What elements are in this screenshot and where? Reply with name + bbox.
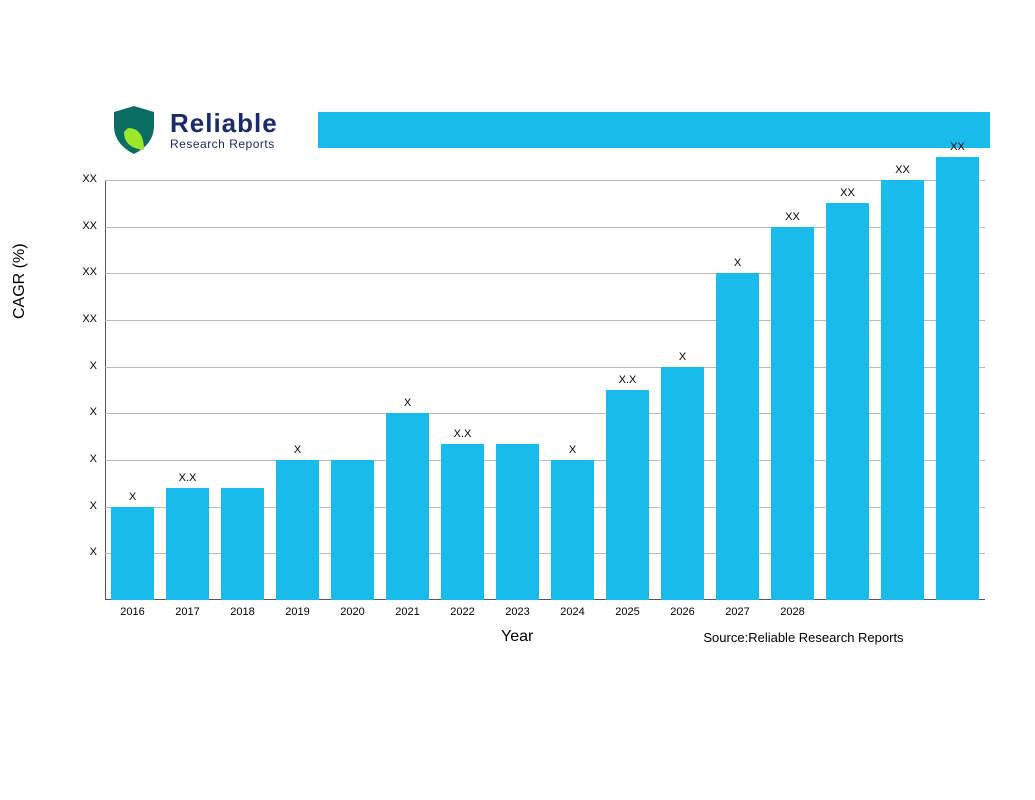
x-tick-label: 2018 bbox=[213, 606, 272, 618]
brand-main: Reliable bbox=[170, 110, 278, 136]
y-tick-label: X bbox=[0, 500, 97, 512]
bar bbox=[166, 488, 209, 600]
x-tick-label: 2028 bbox=[763, 606, 822, 618]
bar-value-label: XX bbox=[881, 164, 924, 176]
y-tick-label: X bbox=[0, 406, 97, 418]
brand-logo: Reliable Research Reports bbox=[110, 104, 278, 156]
bar bbox=[221, 488, 264, 600]
bar-value-label: X bbox=[111, 491, 154, 503]
y-axis-line bbox=[105, 180, 106, 600]
y-tick-label: XX bbox=[0, 220, 97, 232]
chart-plot-area: XXXXXXXXXXXXXXX.XXXX.XXX.XXXXXXXXXXX2016… bbox=[105, 180, 985, 600]
bar bbox=[881, 180, 924, 600]
bar-value-label: X bbox=[276, 444, 319, 456]
bar-value-label: X bbox=[551, 444, 594, 456]
y-tick-label: X bbox=[0, 360, 97, 372]
x-tick-label: 2020 bbox=[323, 606, 382, 618]
bar bbox=[936, 157, 979, 600]
bar bbox=[771, 227, 814, 600]
gridline bbox=[105, 180, 985, 181]
x-tick-label: 2023 bbox=[488, 606, 547, 618]
bar-value-label: X bbox=[661, 351, 704, 363]
x-tick-label: 2017 bbox=[158, 606, 217, 618]
source-label: Source: bbox=[703, 630, 748, 645]
bar bbox=[111, 507, 154, 600]
bar-value-label: XX bbox=[936, 141, 979, 153]
bar bbox=[276, 460, 319, 600]
y-tick-label: X bbox=[0, 453, 97, 465]
x-tick-label: 2016 bbox=[103, 606, 162, 618]
bar-value-label: XX bbox=[826, 187, 869, 199]
brand-sub: Research Reports bbox=[170, 138, 278, 150]
bar bbox=[661, 367, 704, 600]
source-value: Reliable Research Reports bbox=[748, 630, 903, 645]
bar-value-label: X.X bbox=[606, 374, 649, 386]
x-tick-label: 2027 bbox=[708, 606, 767, 618]
bar bbox=[386, 413, 429, 600]
x-tick-label: 2022 bbox=[433, 606, 492, 618]
x-axis-label: Year bbox=[501, 628, 533, 646]
shield-icon bbox=[110, 104, 162, 156]
bar bbox=[551, 460, 594, 600]
y-axis-label: CAGR (%) bbox=[11, 243, 29, 319]
bar bbox=[496, 444, 539, 600]
x-tick-label: 2025 bbox=[598, 606, 657, 618]
y-tick-label: X bbox=[0, 546, 97, 558]
x-tick-label: 2024 bbox=[543, 606, 602, 618]
bar-value-label: X.X bbox=[166, 472, 209, 484]
y-tick-label: XX bbox=[0, 173, 97, 185]
bar bbox=[606, 390, 649, 600]
page-container: Reliable Research Reports XXXXXXXXXXXXXX… bbox=[0, 0, 1035, 800]
title-bar bbox=[318, 112, 990, 148]
bar bbox=[826, 203, 869, 600]
x-tick-label: 2019 bbox=[268, 606, 327, 618]
brand-text: Reliable Research Reports bbox=[170, 110, 278, 150]
bar-value-label: X bbox=[716, 257, 759, 269]
source-attribution: Source:Reliable Research Reports bbox=[703, 630, 903, 645]
bar bbox=[441, 444, 484, 600]
x-tick-label: 2021 bbox=[378, 606, 437, 618]
bar-value-label: XX bbox=[771, 211, 814, 223]
header-row: Reliable Research Reports bbox=[110, 100, 990, 160]
bar bbox=[331, 460, 374, 600]
bar-value-label: X.X bbox=[441, 428, 484, 440]
x-tick-label: 2026 bbox=[653, 606, 712, 618]
bar-value-label: X bbox=[386, 397, 429, 409]
bar bbox=[716, 273, 759, 600]
